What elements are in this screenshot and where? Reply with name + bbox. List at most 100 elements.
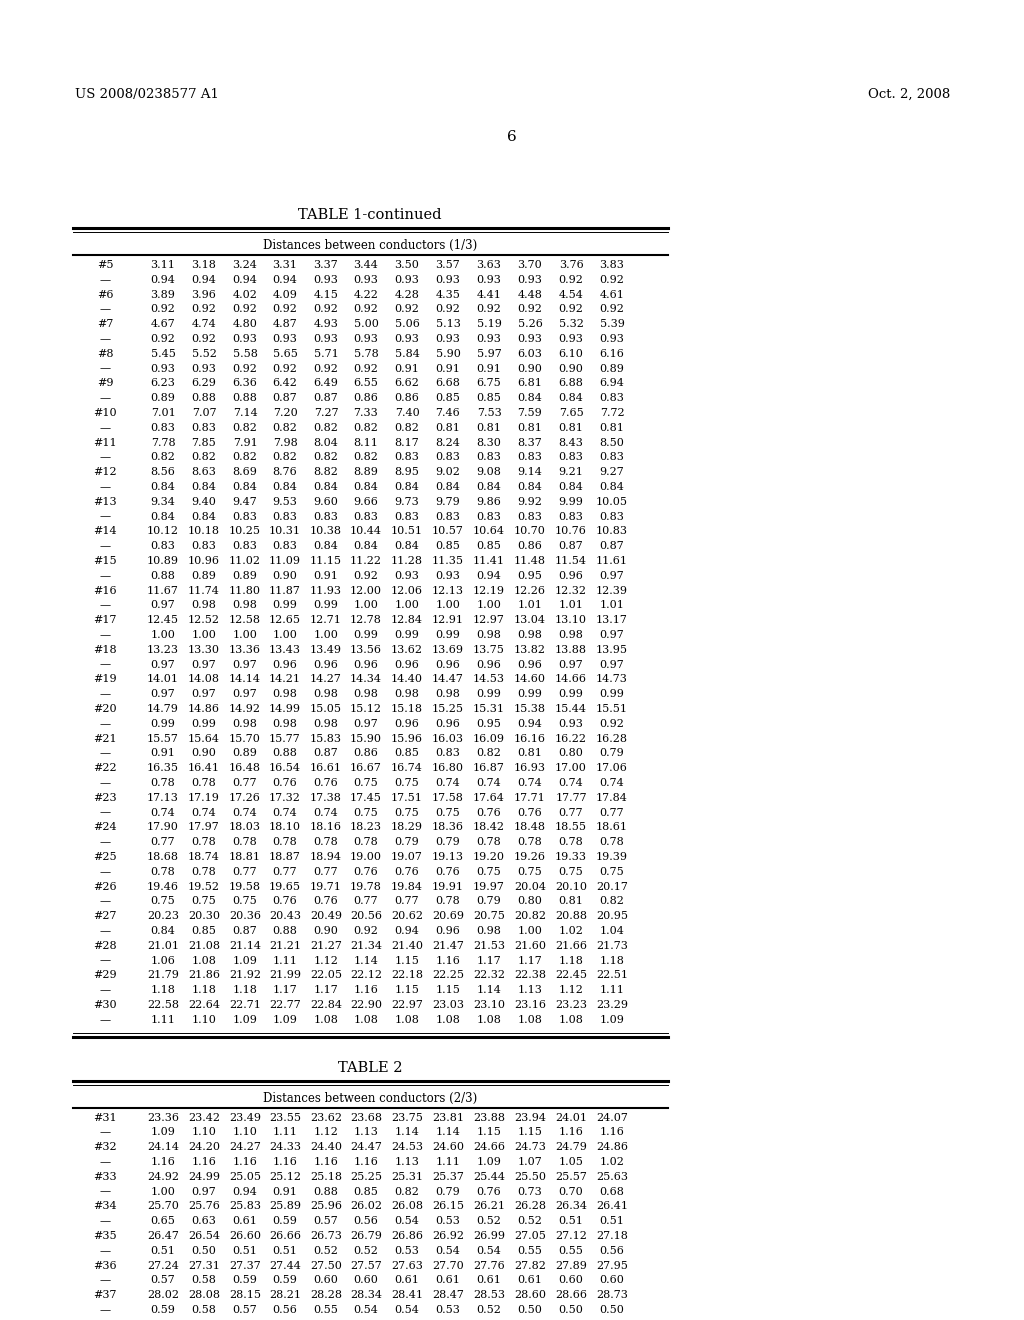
Text: 10.44: 10.44 — [350, 527, 382, 536]
Text: 0.83: 0.83 — [600, 393, 625, 403]
Text: 20.82: 20.82 — [514, 911, 546, 921]
Text: 24.40: 24.40 — [310, 1142, 342, 1152]
Text: 0.77: 0.77 — [272, 867, 297, 876]
Text: 1.11: 1.11 — [600, 985, 625, 995]
Text: 13.49: 13.49 — [310, 644, 342, 655]
Text: 1.18: 1.18 — [191, 985, 216, 995]
Text: 26.99: 26.99 — [473, 1232, 505, 1241]
Text: 0.92: 0.92 — [313, 363, 339, 374]
Text: 23.29: 23.29 — [596, 1001, 628, 1010]
Text: 19.13: 19.13 — [432, 851, 464, 862]
Text: 0.92: 0.92 — [272, 305, 297, 314]
Text: 10.57: 10.57 — [432, 527, 464, 536]
Text: 0.84: 0.84 — [151, 482, 175, 492]
Text: 26.34: 26.34 — [555, 1201, 587, 1212]
Text: 28.53: 28.53 — [473, 1290, 505, 1300]
Text: 1.09: 1.09 — [600, 1015, 625, 1024]
Text: 11.15: 11.15 — [310, 556, 342, 566]
Text: 0.57: 0.57 — [313, 1216, 338, 1226]
Text: 8.37: 8.37 — [517, 438, 543, 447]
Text: 0.75: 0.75 — [353, 808, 379, 817]
Text: 1.11: 1.11 — [272, 956, 297, 966]
Text: 0.75: 0.75 — [191, 896, 216, 907]
Text: 6.03: 6.03 — [517, 348, 543, 359]
Text: 0.87: 0.87 — [272, 393, 297, 403]
Text: 1.09: 1.09 — [272, 1015, 297, 1024]
Text: 7.59: 7.59 — [517, 408, 543, 418]
Text: 0.87: 0.87 — [600, 541, 625, 552]
Text: —: — — [99, 719, 111, 729]
Text: 4.87: 4.87 — [272, 319, 297, 329]
Text: 10.12: 10.12 — [147, 527, 179, 536]
Text: 0.93: 0.93 — [272, 334, 297, 345]
Text: 0.99: 0.99 — [476, 689, 502, 700]
Text: 5.58: 5.58 — [232, 348, 257, 359]
Text: 0.86: 0.86 — [353, 393, 379, 403]
Text: 0.88: 0.88 — [151, 570, 175, 581]
Text: #23: #23 — [93, 793, 117, 803]
Text: 19.78: 19.78 — [350, 882, 382, 891]
Text: 1.18: 1.18 — [600, 956, 625, 966]
Text: 18.42: 18.42 — [473, 822, 505, 833]
Text: 0.74: 0.74 — [232, 808, 257, 817]
Text: 0.83: 0.83 — [600, 512, 625, 521]
Text: 0.50: 0.50 — [191, 1246, 216, 1255]
Text: 1.08: 1.08 — [435, 1015, 461, 1024]
Text: 15.38: 15.38 — [514, 704, 546, 714]
Text: 9.66: 9.66 — [353, 496, 379, 507]
Text: 12.97: 12.97 — [473, 615, 505, 626]
Text: 0.94: 0.94 — [232, 275, 257, 285]
Text: —: — — [99, 1305, 111, 1315]
Text: #26: #26 — [93, 882, 117, 891]
Text: 5.19: 5.19 — [476, 319, 502, 329]
Text: 0.52: 0.52 — [476, 1216, 502, 1226]
Text: 17.19: 17.19 — [188, 793, 220, 803]
Text: 0.52: 0.52 — [476, 1305, 502, 1315]
Text: 0.78: 0.78 — [353, 837, 379, 847]
Text: 20.43: 20.43 — [269, 911, 301, 921]
Text: 0.84: 0.84 — [353, 541, 379, 552]
Text: 0.84: 0.84 — [476, 482, 502, 492]
Text: 15.18: 15.18 — [391, 704, 423, 714]
Text: 0.98: 0.98 — [353, 689, 379, 700]
Text: 0.54: 0.54 — [353, 1305, 379, 1315]
Text: 23.68: 23.68 — [350, 1113, 382, 1122]
Text: 25.37: 25.37 — [432, 1172, 464, 1181]
Text: 25.70: 25.70 — [147, 1201, 179, 1212]
Text: 22.58: 22.58 — [147, 1001, 179, 1010]
Text: #36: #36 — [93, 1261, 117, 1271]
Text: 13.82: 13.82 — [514, 644, 546, 655]
Text: 1.08: 1.08 — [558, 1015, 584, 1024]
Text: 16.93: 16.93 — [514, 763, 546, 774]
Text: 13.62: 13.62 — [391, 644, 423, 655]
Text: 0.57: 0.57 — [232, 1305, 257, 1315]
Text: 1.08: 1.08 — [476, 1015, 502, 1024]
Text: 0.84: 0.84 — [558, 482, 584, 492]
Text: 10.83: 10.83 — [596, 527, 628, 536]
Text: —: — — [99, 1216, 111, 1226]
Text: 22.12: 22.12 — [350, 970, 382, 981]
Text: 20.30: 20.30 — [188, 911, 220, 921]
Text: 20.69: 20.69 — [432, 911, 464, 921]
Text: 0.99: 0.99 — [517, 689, 543, 700]
Text: 22.64: 22.64 — [188, 1001, 220, 1010]
Text: 0.97: 0.97 — [151, 601, 175, 610]
Text: 0.53: 0.53 — [435, 1216, 461, 1226]
Text: —: — — [99, 422, 111, 433]
Text: 0.78: 0.78 — [272, 837, 297, 847]
Text: 3.89: 3.89 — [151, 289, 175, 300]
Text: 25.31: 25.31 — [391, 1172, 423, 1181]
Text: 0.97: 0.97 — [600, 660, 625, 669]
Text: 0.50: 0.50 — [600, 1305, 625, 1315]
Text: 1.13: 1.13 — [353, 1127, 379, 1138]
Text: 0.50: 0.50 — [558, 1305, 584, 1315]
Text: 0.93: 0.93 — [600, 334, 625, 345]
Text: 3.63: 3.63 — [476, 260, 502, 271]
Text: 28.66: 28.66 — [555, 1290, 587, 1300]
Text: 27.50: 27.50 — [310, 1261, 342, 1271]
Text: 10.70: 10.70 — [514, 527, 546, 536]
Text: 0.93: 0.93 — [151, 363, 175, 374]
Text: 0.96: 0.96 — [435, 719, 461, 729]
Text: 0.77: 0.77 — [394, 896, 419, 907]
Text: 26.47: 26.47 — [147, 1232, 179, 1241]
